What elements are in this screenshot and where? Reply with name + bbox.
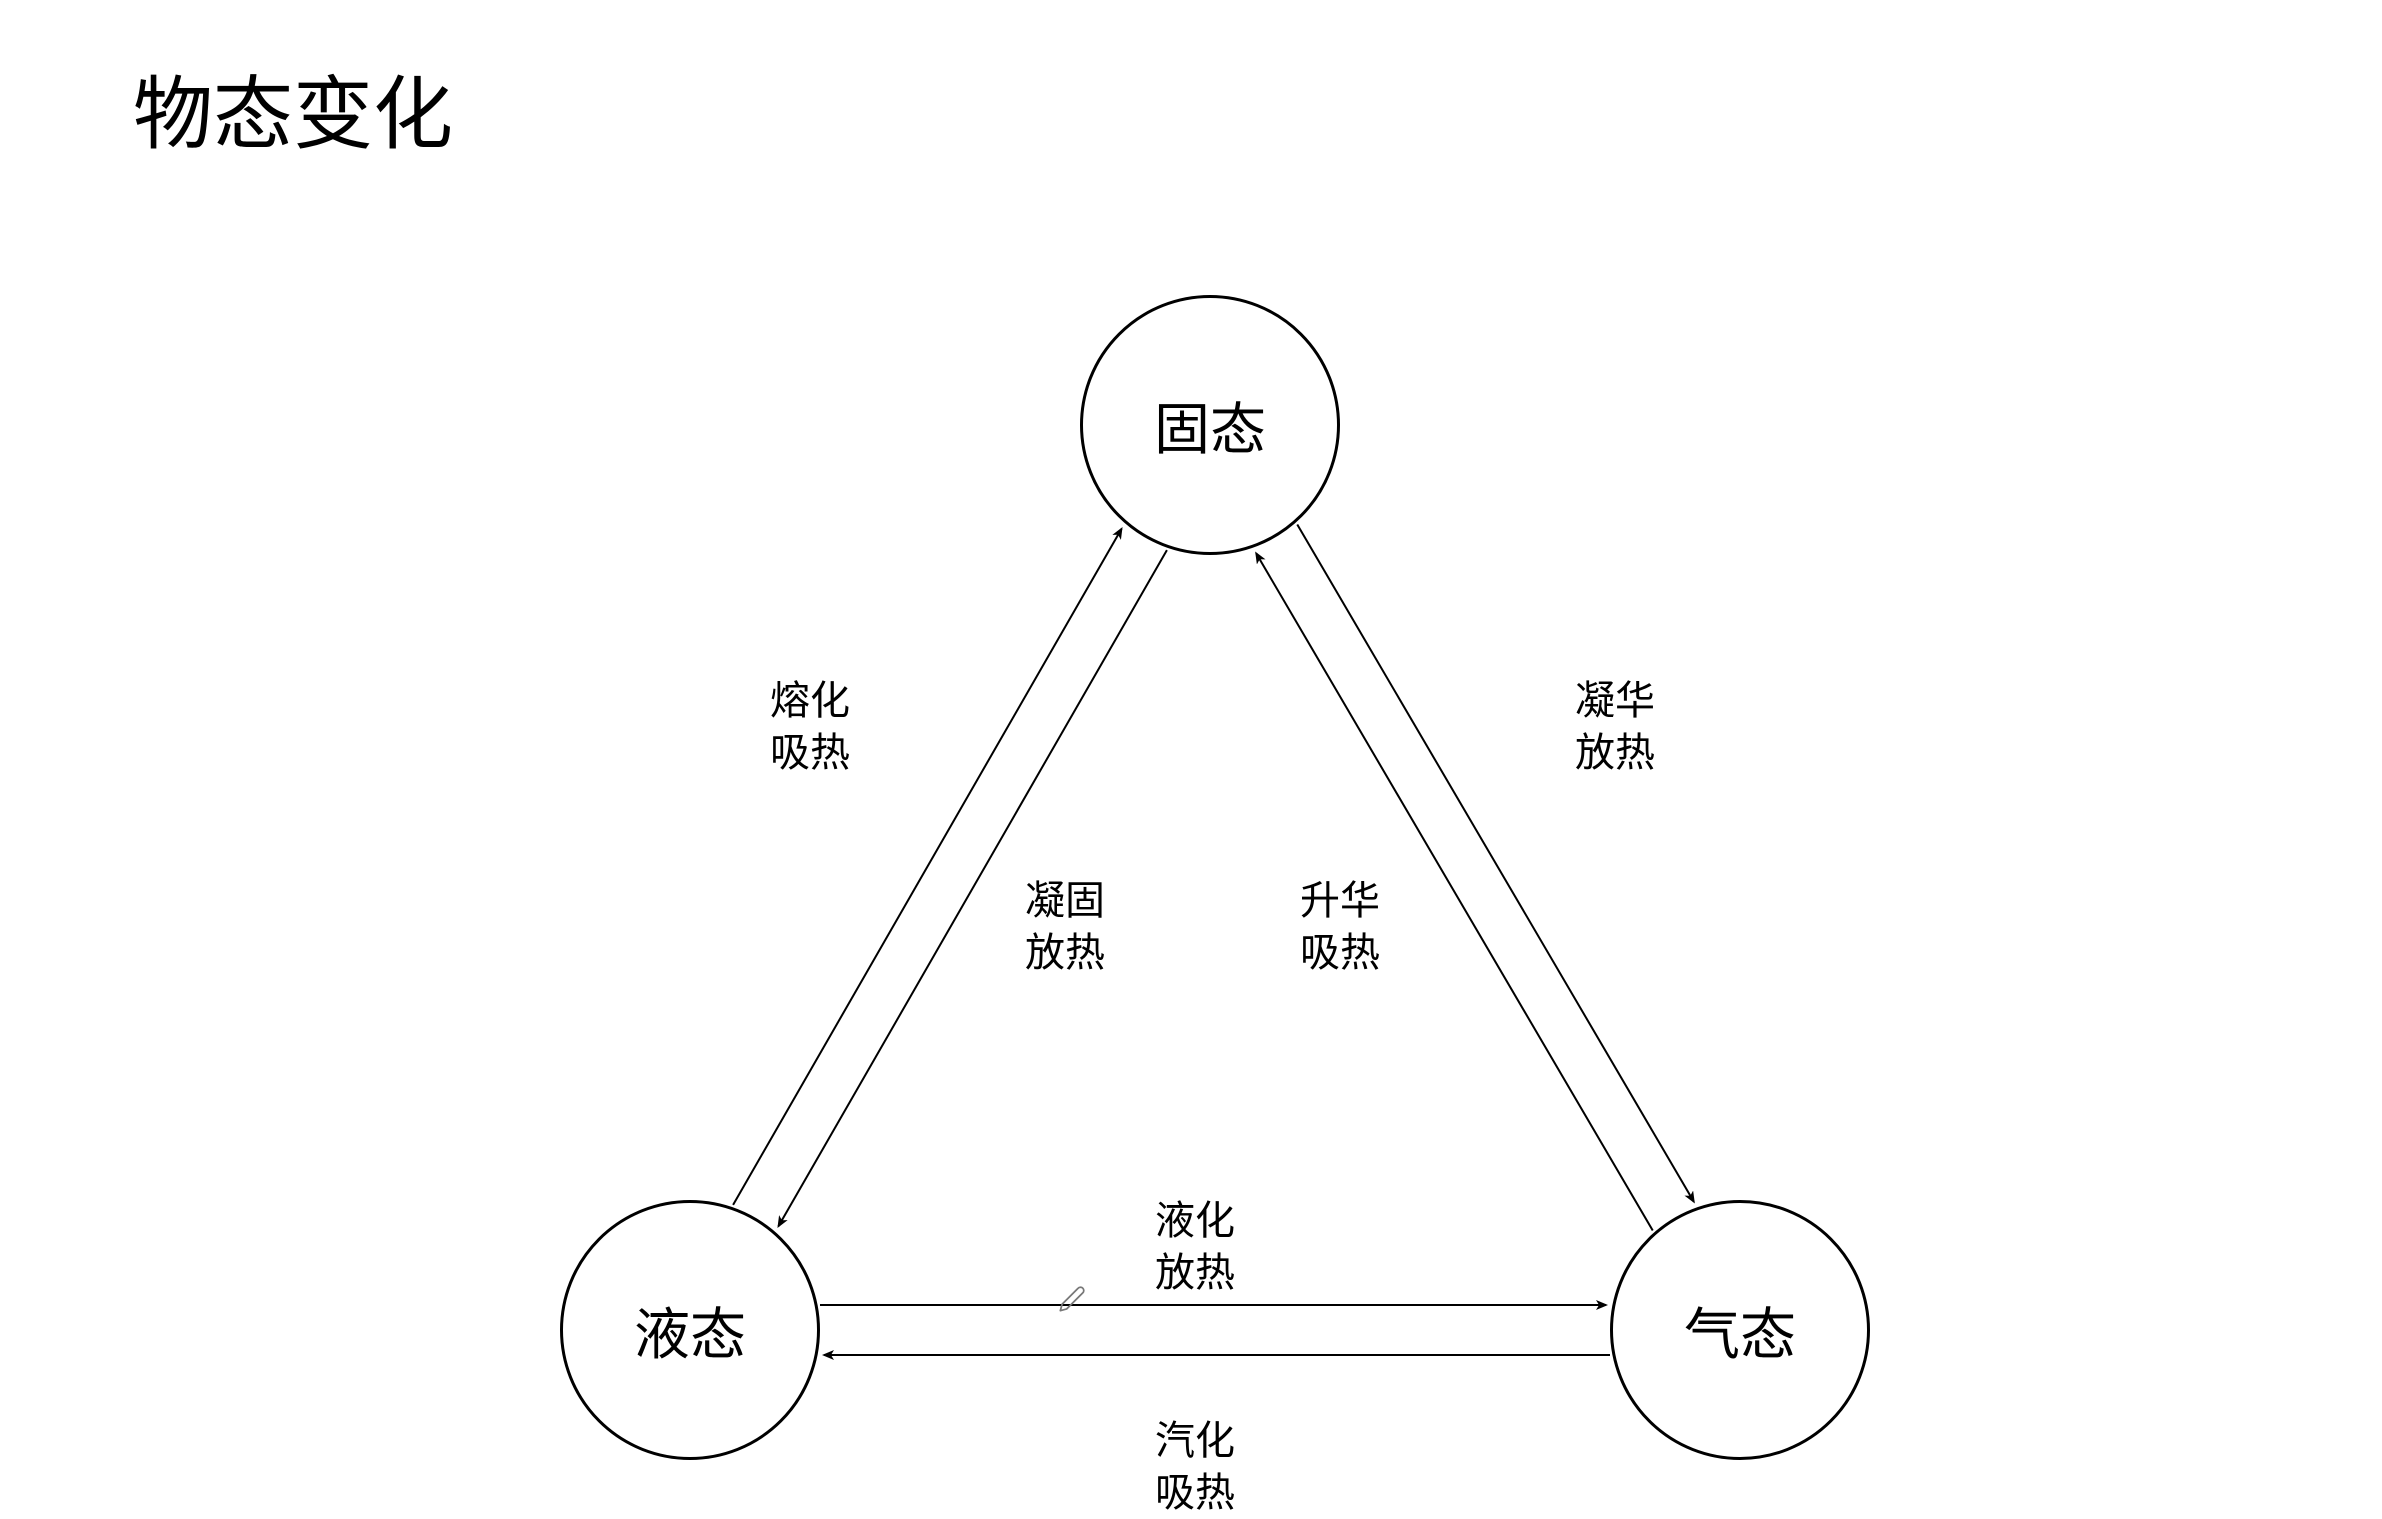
- node-label-liquid: 液态: [634, 1290, 746, 1371]
- edge-label-5: 汽化 吸热: [1155, 1415, 1235, 1519]
- edge-label-4: 液化 放热: [1155, 1195, 1235, 1299]
- node-label-solid: 固态: [1154, 385, 1266, 466]
- edge-label-0: 熔化 吸热: [770, 675, 850, 779]
- edge-label-2: 升华 吸热: [1300, 875, 1380, 979]
- node-gas: 气态: [1610, 1200, 1870, 1460]
- pencil-icon: [1058, 1285, 1086, 1318]
- node-liquid: 液态: [560, 1200, 820, 1460]
- edge-label-3: 凝华 放热: [1575, 675, 1655, 779]
- node-label-gas: 气态: [1684, 1290, 1796, 1371]
- edge-solid-gas: [1297, 525, 1694, 1202]
- edge-solid-liquid: [778, 550, 1166, 1226]
- edge-liquid-solid: [733, 529, 1121, 1205]
- node-solid: 固态: [1080, 295, 1340, 555]
- edge-label-1: 凝固 放热: [1025, 875, 1105, 979]
